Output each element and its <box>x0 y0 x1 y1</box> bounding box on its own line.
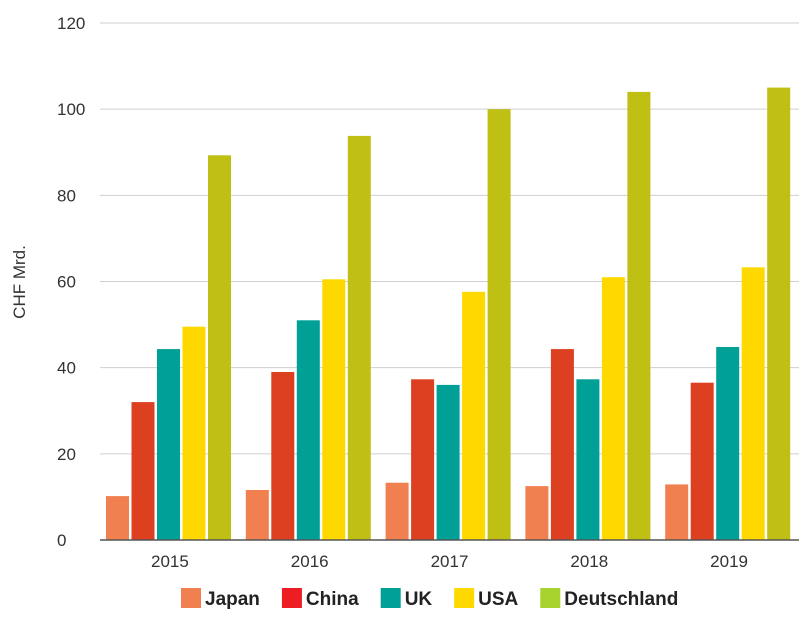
y-tick-label: 20 <box>57 445 76 464</box>
bar-japan-2017 <box>385 482 409 540</box>
bar-deutschland-2016 <box>347 135 371 540</box>
x-tick-label: 2018 <box>570 552 608 571</box>
bar-china-2017 <box>411 379 435 540</box>
legend-swatch-usa <box>454 588 475 608</box>
legend-swatch-deutschland <box>540 588 561 608</box>
bar-usa-2019 <box>741 267 765 540</box>
y-tick-label: 80 <box>57 186 76 205</box>
bar-usa-2017 <box>462 291 486 540</box>
y-tick-label: 40 <box>57 359 76 378</box>
bar-uk-2019 <box>716 347 740 540</box>
legend-label-china: China <box>306 589 359 610</box>
legend-swatch-china <box>281 588 302 608</box>
x-tick-label: 2019 <box>710 552 748 571</box>
bar-china-2015 <box>131 402 155 540</box>
bar-usa-2018 <box>601 277 625 540</box>
y-tick-label: 120 <box>57 14 85 33</box>
bar-uk-2015 <box>157 349 180 540</box>
x-tick-label: 2016 <box>291 552 329 571</box>
legend-swatch-uk <box>380 588 401 608</box>
bar-japan-2016 <box>245 490 269 540</box>
bar-japan-2015 <box>106 496 129 540</box>
bar-uk-2018 <box>576 379 600 540</box>
bar-china-2018 <box>550 349 574 540</box>
y-tick-label: 0 <box>57 531 66 550</box>
y-tick-label: 60 <box>57 273 76 292</box>
legend-label-japan: Japan <box>205 589 260 610</box>
bar-deutschland-2018 <box>627 91 651 541</box>
bar-deutschland-2019 <box>767 87 791 540</box>
bar-usa-2015 <box>182 326 206 540</box>
bar-deutschland-2015 <box>208 155 231 541</box>
bar-usa-2016 <box>322 279 346 540</box>
axes: 0 20 40 60 80 100 120 2015 2016 2017 2018 2019 <box>57 14 799 571</box>
legend: Japan China UK USA Deutschland <box>181 588 678 610</box>
x-tick-label: 2015 <box>151 552 189 571</box>
y-axis-title: CHF Mrd. <box>10 245 29 319</box>
bars <box>106 87 791 541</box>
bar-japan-2019 <box>665 484 689 540</box>
legend-label-deutschland: Deutschland <box>564 589 678 610</box>
legend-label-uk: UK <box>405 589 433 610</box>
y-tick-label: 100 <box>57 100 85 119</box>
bar-china-2019 <box>690 382 714 540</box>
bar-uk-2016 <box>296 320 320 540</box>
bar-deutschland-2017 <box>487 109 511 540</box>
legend-label-usa: USA <box>478 589 518 610</box>
bar-uk-2017 <box>436 384 460 540</box>
bar-china-2016 <box>271 372 295 540</box>
legend-swatch-japan <box>181 588 201 608</box>
x-tick-label: 2017 <box>431 552 469 571</box>
bar-japan-2018 <box>525 486 549 540</box>
